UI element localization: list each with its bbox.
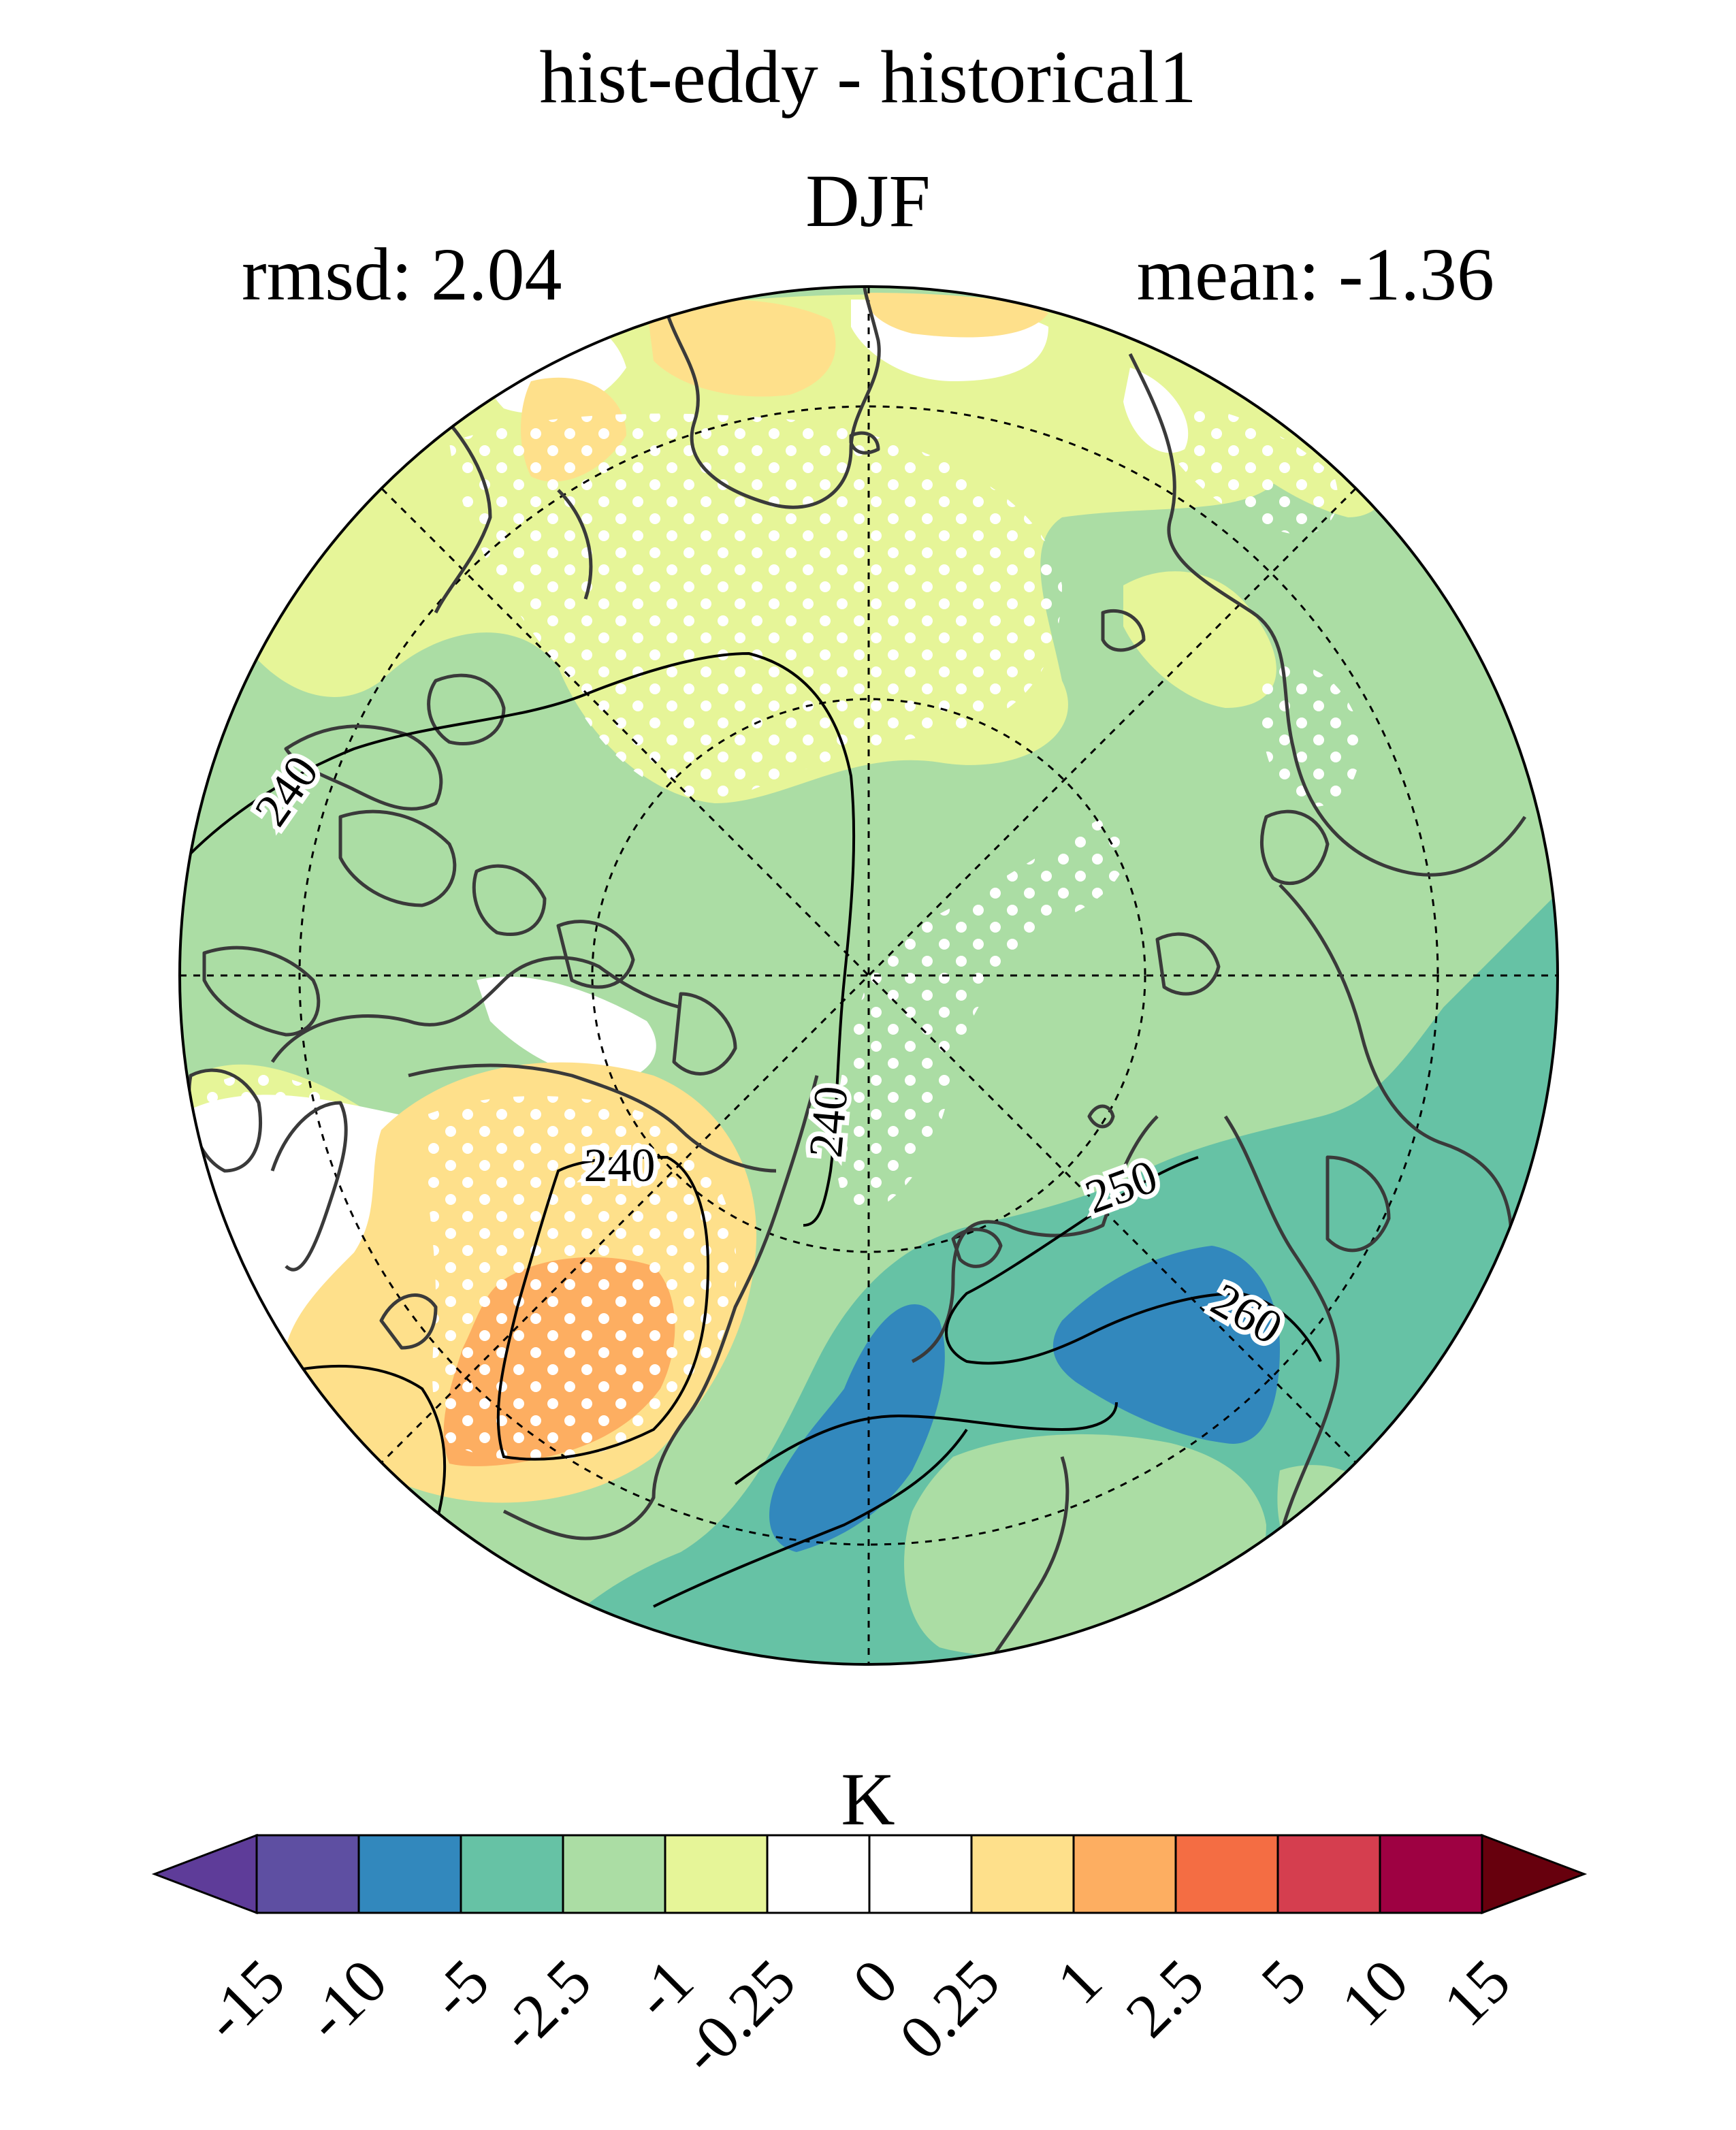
colorbar-box <box>766 1834 871 1914</box>
stipple-ne <box>1157 406 1338 535</box>
contour-label: 240 <box>800 1084 858 1159</box>
contour-label: 240 <box>584 1140 656 1192</box>
colorbar-tick-label: -10 <box>292 1946 400 2054</box>
colorbar-extend-low <box>151 1833 258 1915</box>
map-fill: 240 240 240 240 240 240 250 250 260 260 <box>180 287 1558 1664</box>
colorbar-unit: K <box>841 1758 895 1841</box>
colorbar: -15-10 -5-2.5 -1-0.25 00.25 12.5 5 10 15 <box>151 1833 1588 2087</box>
colorbar-tick-label: 1 <box>1044 1946 1115 2017</box>
stipple-canada <box>422 1096 737 1462</box>
colorbar-tick-label: 15 <box>1430 1946 1523 2039</box>
rmsd-label: rmsd: 2.04 <box>242 233 562 316</box>
colorbar-box <box>1276 1834 1381 1914</box>
season-label: DJF <box>805 159 931 242</box>
colorbar-tick-label: 5 <box>1248 1946 1319 2017</box>
colorbar-box <box>1174 1834 1279 1914</box>
contour-label: 240 <box>584 1140 656 1192</box>
colorbar-box <box>255 1834 360 1914</box>
colorbar-tick-label: 2.5 <box>1112 1946 1217 2050</box>
colorbar-box <box>1072 1834 1177 1914</box>
field-green-south <box>904 1434 1266 1658</box>
contour-label: 240 <box>800 1084 858 1159</box>
stipple-arctic <box>449 413 1062 803</box>
field-green-se <box>1277 1465 1375 1566</box>
colorbar-tick-label: -2.5 <box>485 1946 604 2065</box>
colorbar-tick-label: 0 <box>839 1946 911 2017</box>
colorbar-tick-label: -0.25 <box>667 1946 809 2087</box>
graticule <box>180 287 1558 1664</box>
colorbar-box <box>357 1834 462 1914</box>
stipple-central <box>835 817 1127 1219</box>
map-border <box>178 285 1559 1666</box>
field-warm-north2 <box>865 293 1048 338</box>
colorbar-box <box>562 1834 666 1914</box>
contour-lines <box>180 651 1322 1608</box>
map-title: hist-eddy - historical1 <box>539 35 1197 118</box>
colorbar-box <box>664 1834 769 1914</box>
colorbar-extend-high <box>1481 1833 1588 1915</box>
colorbar-tick-label: -15 <box>190 1946 298 2054</box>
colorbar-box <box>460 1834 564 1914</box>
field-neutral-center <box>477 976 656 1082</box>
colorbar-box <box>868 1834 973 1914</box>
colorbar-tick-label: 10 <box>1328 1946 1421 2039</box>
colorbar-tick-label: 0.25 <box>886 1946 1013 2072</box>
mean-label: mean: -1.36 <box>1136 233 1494 316</box>
field-blue-pacific <box>769 1304 945 1552</box>
colorbar-box <box>1379 1834 1483 1914</box>
colorbar-box <box>970 1834 1075 1914</box>
